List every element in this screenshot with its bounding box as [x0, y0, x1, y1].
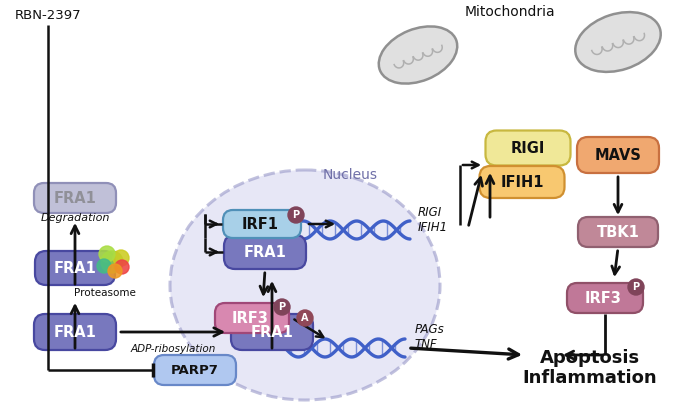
Text: IRF3: IRF3 — [232, 310, 269, 326]
FancyBboxPatch shape — [34, 314, 116, 350]
Circle shape — [113, 250, 129, 266]
FancyBboxPatch shape — [577, 137, 659, 173]
Text: ADP-ribosylation: ADP-ribosylation — [130, 344, 216, 354]
FancyBboxPatch shape — [154, 355, 236, 385]
Circle shape — [297, 310, 313, 326]
Circle shape — [274, 299, 290, 315]
Circle shape — [288, 207, 304, 223]
Circle shape — [628, 279, 644, 295]
Text: RIGI: RIGI — [511, 141, 545, 155]
Text: TBK1: TBK1 — [597, 225, 639, 239]
Circle shape — [115, 260, 129, 274]
FancyBboxPatch shape — [224, 235, 306, 269]
Text: Nucleus: Nucleus — [323, 168, 377, 182]
Text: Apoptosis
Inflammation: Apoptosis Inflammation — [523, 349, 658, 387]
FancyBboxPatch shape — [578, 217, 658, 247]
FancyBboxPatch shape — [223, 210, 301, 238]
Ellipse shape — [379, 26, 458, 84]
Text: IFIH1: IFIH1 — [500, 174, 544, 189]
Text: PARP7: PARP7 — [171, 363, 219, 376]
Text: FRA1: FRA1 — [53, 325, 97, 339]
FancyBboxPatch shape — [567, 283, 643, 313]
Text: RBN-2397: RBN-2397 — [15, 8, 82, 21]
Text: FRA1: FRA1 — [53, 260, 97, 276]
Circle shape — [101, 251, 123, 273]
Text: FRA1: FRA1 — [53, 191, 97, 205]
Text: P: P — [632, 282, 640, 292]
Text: A: A — [301, 313, 309, 323]
Text: P: P — [292, 210, 299, 220]
Text: PAGs
TNF: PAGs TNF — [415, 323, 445, 351]
Text: Degradation: Degradation — [40, 213, 110, 223]
FancyBboxPatch shape — [34, 183, 116, 213]
Circle shape — [99, 246, 115, 262]
Text: MAVS: MAVS — [595, 147, 641, 163]
FancyBboxPatch shape — [486, 131, 571, 165]
Text: IRF3: IRF3 — [584, 291, 621, 305]
Text: FRA1: FRA1 — [251, 325, 293, 339]
FancyBboxPatch shape — [35, 251, 115, 285]
Text: Mitochondria: Mitochondria — [464, 5, 556, 19]
Text: Proteasome: Proteasome — [74, 288, 136, 298]
Ellipse shape — [575, 12, 661, 72]
Circle shape — [108, 264, 122, 278]
Text: P: P — [278, 302, 286, 312]
Text: FRA1: FRA1 — [244, 244, 286, 260]
Circle shape — [97, 259, 111, 273]
FancyBboxPatch shape — [479, 166, 564, 198]
FancyBboxPatch shape — [215, 303, 289, 333]
Text: IRF1: IRF1 — [242, 216, 279, 231]
Ellipse shape — [170, 170, 440, 400]
Text: RIGI
IFIH1: RIGI IFIH1 — [418, 206, 448, 234]
FancyBboxPatch shape — [231, 314, 313, 350]
